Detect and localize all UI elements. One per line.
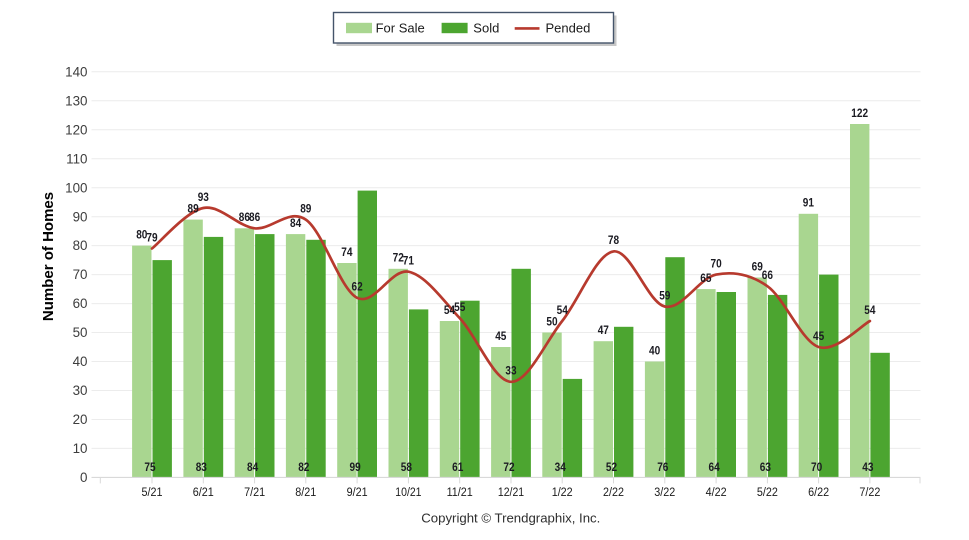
svg-text:2/22: 2/22 — [603, 485, 624, 499]
svg-text:82: 82 — [298, 460, 309, 474]
svg-text:30: 30 — [73, 383, 88, 398]
svg-text:84: 84 — [290, 216, 301, 230]
svg-text:55: 55 — [454, 300, 465, 314]
svg-text:86: 86 — [249, 210, 260, 224]
svg-text:Number of Homes: Number of Homes — [40, 192, 57, 321]
svg-text:100: 100 — [65, 180, 87, 195]
svg-text:66: 66 — [762, 268, 773, 282]
svg-text:54: 54 — [864, 303, 875, 317]
svg-text:6/21: 6/21 — [193, 485, 214, 499]
svg-text:93: 93 — [198, 190, 209, 204]
svg-text:6/22: 6/22 — [808, 485, 829, 499]
svg-text:20: 20 — [73, 412, 88, 427]
svg-text:8/21: 8/21 — [295, 485, 316, 499]
svg-text:130: 130 — [65, 93, 87, 108]
svg-text:76: 76 — [657, 460, 668, 474]
svg-text:89: 89 — [300, 201, 311, 215]
svg-text:54: 54 — [557, 303, 568, 317]
svg-text:0: 0 — [80, 470, 87, 485]
svg-text:7/21: 7/21 — [244, 485, 265, 499]
svg-text:10/21: 10/21 — [395, 485, 421, 499]
svg-text:110: 110 — [66, 151, 87, 166]
svg-text:86: 86 — [239, 210, 250, 224]
svg-text:60: 60 — [73, 296, 88, 311]
svg-text:84: 84 — [247, 460, 258, 474]
svg-text:80: 80 — [73, 238, 88, 253]
svg-text:65: 65 — [700, 271, 711, 285]
svg-text:72: 72 — [393, 251, 404, 265]
svg-text:140: 140 — [65, 64, 87, 79]
svg-text:70: 70 — [811, 460, 822, 474]
svg-text:52: 52 — [606, 460, 617, 474]
svg-text:122: 122 — [851, 106, 868, 120]
svg-text:61: 61 — [452, 460, 463, 474]
svg-text:45: 45 — [813, 329, 824, 343]
svg-text:89: 89 — [188, 201, 199, 215]
svg-text:62: 62 — [352, 280, 363, 294]
svg-text:70: 70 — [73, 267, 88, 282]
svg-text:50: 50 — [73, 325, 88, 340]
svg-text:11/21: 11/21 — [447, 485, 473, 499]
svg-text:40: 40 — [649, 343, 660, 357]
svg-text:33: 33 — [505, 364, 516, 378]
svg-text:75: 75 — [144, 460, 155, 474]
svg-text:79: 79 — [146, 230, 157, 244]
svg-text:Copyright © Trendgraphix, Inc.: Copyright © Trendgraphix, Inc. — [421, 511, 600, 526]
svg-text:90: 90 — [73, 209, 88, 224]
svg-text:4/22: 4/22 — [706, 485, 727, 499]
svg-text:59: 59 — [659, 288, 670, 302]
svg-text:64: 64 — [709, 460, 720, 474]
svg-text:70: 70 — [711, 256, 722, 270]
svg-text:34: 34 — [555, 460, 566, 474]
svg-text:74: 74 — [341, 245, 352, 259]
svg-text:10: 10 — [73, 441, 88, 456]
svg-text:54: 54 — [444, 303, 455, 317]
svg-text:78: 78 — [608, 233, 619, 247]
svg-text:3/22: 3/22 — [654, 485, 675, 499]
svg-text:72: 72 — [503, 460, 514, 474]
svg-text:12/21: 12/21 — [498, 485, 524, 499]
svg-text:Sold: Sold — [473, 21, 499, 36]
svg-text:43: 43 — [862, 460, 873, 474]
svg-text:5/21: 5/21 — [142, 485, 163, 499]
svg-text:50: 50 — [546, 314, 557, 328]
svg-text:91: 91 — [803, 196, 814, 210]
svg-text:58: 58 — [401, 460, 412, 474]
svg-text:40: 40 — [73, 354, 88, 369]
svg-text:9/21: 9/21 — [347, 485, 368, 499]
svg-text:For Sale: For Sale — [376, 21, 425, 36]
svg-text:63: 63 — [760, 460, 771, 474]
svg-text:Pended: Pended — [546, 21, 591, 36]
svg-text:80: 80 — [136, 227, 147, 241]
svg-text:83: 83 — [196, 460, 207, 474]
svg-text:5/22: 5/22 — [757, 485, 778, 499]
svg-text:47: 47 — [598, 323, 609, 337]
svg-text:99: 99 — [350, 460, 361, 474]
svg-text:45: 45 — [495, 329, 506, 343]
svg-text:7/22: 7/22 — [859, 485, 880, 499]
svg-text:71: 71 — [403, 254, 414, 268]
svg-text:69: 69 — [752, 259, 763, 273]
svg-text:120: 120 — [65, 122, 87, 137]
svg-text:1/22: 1/22 — [552, 485, 573, 499]
